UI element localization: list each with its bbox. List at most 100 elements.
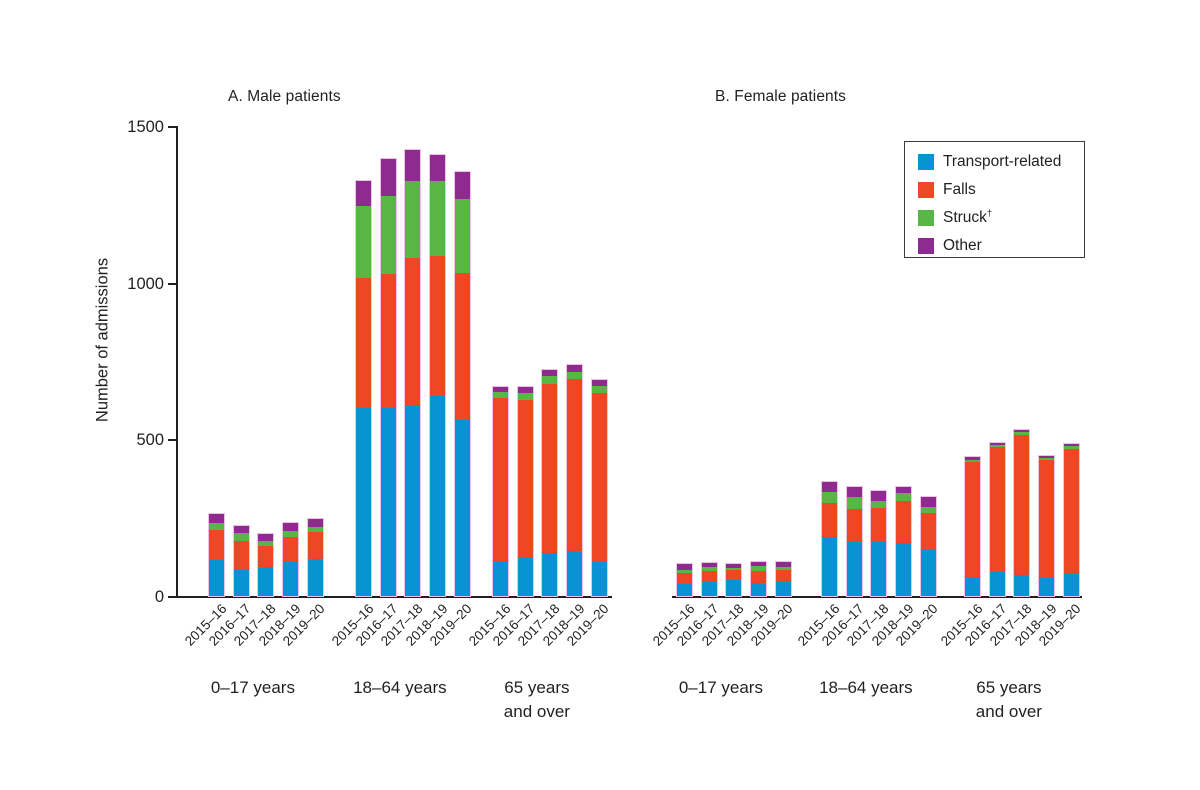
bar xyxy=(492,386,509,597)
bar-segment-other xyxy=(591,380,607,387)
bar-segment-falls xyxy=(989,446,1005,572)
bar-segment-other xyxy=(307,518,323,528)
bar xyxy=(676,563,693,597)
bar-segment-transport-related xyxy=(380,407,396,596)
bar-segment-transport-related xyxy=(726,579,742,596)
bar-segment-struck xyxy=(567,371,583,379)
age-group-label-line: 65 years xyxy=(504,678,570,697)
bar-segment-struck xyxy=(1063,445,1079,450)
bar-segment-falls xyxy=(751,571,767,584)
bar-segment-struck xyxy=(307,527,323,533)
bar-segment-falls xyxy=(517,400,533,559)
bar-segment-other xyxy=(454,172,470,199)
bar xyxy=(453,171,471,597)
legend: Transport-related Falls Struck† Other xyxy=(904,141,1085,258)
bar-segment-transport-related xyxy=(822,537,837,596)
bar-segment-struck xyxy=(405,181,421,259)
bar xyxy=(1013,428,1031,597)
bar-segment-transport-related xyxy=(283,562,299,596)
bar xyxy=(725,563,743,597)
bar-segment-transport-related xyxy=(405,406,421,596)
bar-segment-transport-related xyxy=(233,569,249,596)
x-axis-line xyxy=(672,596,1082,598)
bar xyxy=(1038,455,1056,597)
bar-segment-other xyxy=(920,496,936,507)
bar-segment-falls xyxy=(965,461,980,577)
bar-segment-transport-related xyxy=(493,560,508,596)
bar-segment-struck xyxy=(846,496,862,509)
bar xyxy=(1062,443,1080,597)
bar-segment-transport-related xyxy=(920,549,936,596)
bar xyxy=(232,524,250,597)
age-group-label-line: 0–17 years xyxy=(210,678,295,697)
bar xyxy=(750,561,768,597)
bar-segment-struck xyxy=(1014,431,1030,435)
bar-segment-other xyxy=(775,561,791,567)
y-tick-label: 1000 xyxy=(127,274,164,293)
bar-segment-transport-related xyxy=(896,543,912,596)
bar xyxy=(379,157,397,597)
bar xyxy=(208,512,225,597)
y-tick-label: 1500 xyxy=(127,118,164,136)
bar-segment-falls xyxy=(1014,434,1030,575)
bar-segment-struck xyxy=(822,491,837,503)
bar-segment-falls xyxy=(677,573,692,585)
bar-segment-struck xyxy=(380,195,396,274)
legend-item-struck: Struck† xyxy=(918,207,1084,226)
bar-segment-other xyxy=(356,180,371,206)
bar-segment-falls xyxy=(567,378,583,551)
bar-segment-struck xyxy=(258,540,274,546)
bar xyxy=(566,364,584,597)
bar-segment-falls xyxy=(775,569,791,581)
bar-segment-transport-related xyxy=(989,571,1005,596)
bar-segment-other xyxy=(822,481,837,492)
age-group-label-line: 18–64 years xyxy=(353,678,447,697)
bar-segment-falls xyxy=(209,529,224,560)
legend-swatch-transport xyxy=(918,154,934,170)
y-axis-line xyxy=(176,126,178,598)
bar-segment-other xyxy=(846,486,862,497)
bar-segment-falls xyxy=(283,537,299,563)
bar-segment-other xyxy=(567,365,583,372)
bar-segment-struck xyxy=(454,198,470,273)
bar-segment-transport-related xyxy=(1039,578,1055,596)
bar xyxy=(919,495,937,597)
bar-segment-struck xyxy=(677,569,692,574)
bar-segment-other xyxy=(517,387,533,394)
bar-segment-transport-related xyxy=(307,558,323,596)
bar-segment-transport-related xyxy=(430,396,446,596)
legend-label-falls: Falls xyxy=(943,181,976,198)
legend-item-transport: Transport-related xyxy=(918,154,1084,170)
bar-segment-transport-related xyxy=(567,550,583,596)
bar-segment-falls xyxy=(896,501,912,544)
age-group-label-line: and over xyxy=(503,702,570,722)
age-group-label-line: 0–17 years xyxy=(678,678,763,697)
bar-segment-transport-related xyxy=(1014,574,1030,596)
bar xyxy=(774,560,792,597)
bar-segment-transport-related xyxy=(677,584,692,596)
bar-segment-transport-related xyxy=(846,540,862,596)
bar-segment-struck xyxy=(493,392,508,398)
bar-segment-struck xyxy=(233,532,249,541)
bar-segment-other xyxy=(405,150,421,182)
bar-segment-other xyxy=(965,456,980,460)
bar-segment-other xyxy=(871,491,887,502)
bar-segment-other xyxy=(701,562,717,567)
bar xyxy=(404,149,422,597)
bar-segment-transport-related xyxy=(591,562,607,596)
age-group-label: 18–64 years xyxy=(325,676,475,700)
bar-segment-other xyxy=(726,564,742,569)
bar-segment-falls xyxy=(846,508,862,541)
bar-segment-falls xyxy=(726,569,742,580)
bar-segment-struck xyxy=(751,566,767,572)
legend-label-struck: Struck† xyxy=(943,207,993,226)
bar-segment-transport-related xyxy=(871,542,887,596)
bar-segment-transport-related xyxy=(751,583,767,596)
panel-title-male: A. Male patients xyxy=(228,88,341,105)
bar xyxy=(845,485,863,597)
legend-swatch-falls xyxy=(918,182,934,198)
bar-segment-other xyxy=(493,387,508,392)
bar-segment-transport-related xyxy=(701,581,717,596)
bar-segment-struck xyxy=(356,205,371,278)
bar-segment-other xyxy=(989,443,1005,445)
